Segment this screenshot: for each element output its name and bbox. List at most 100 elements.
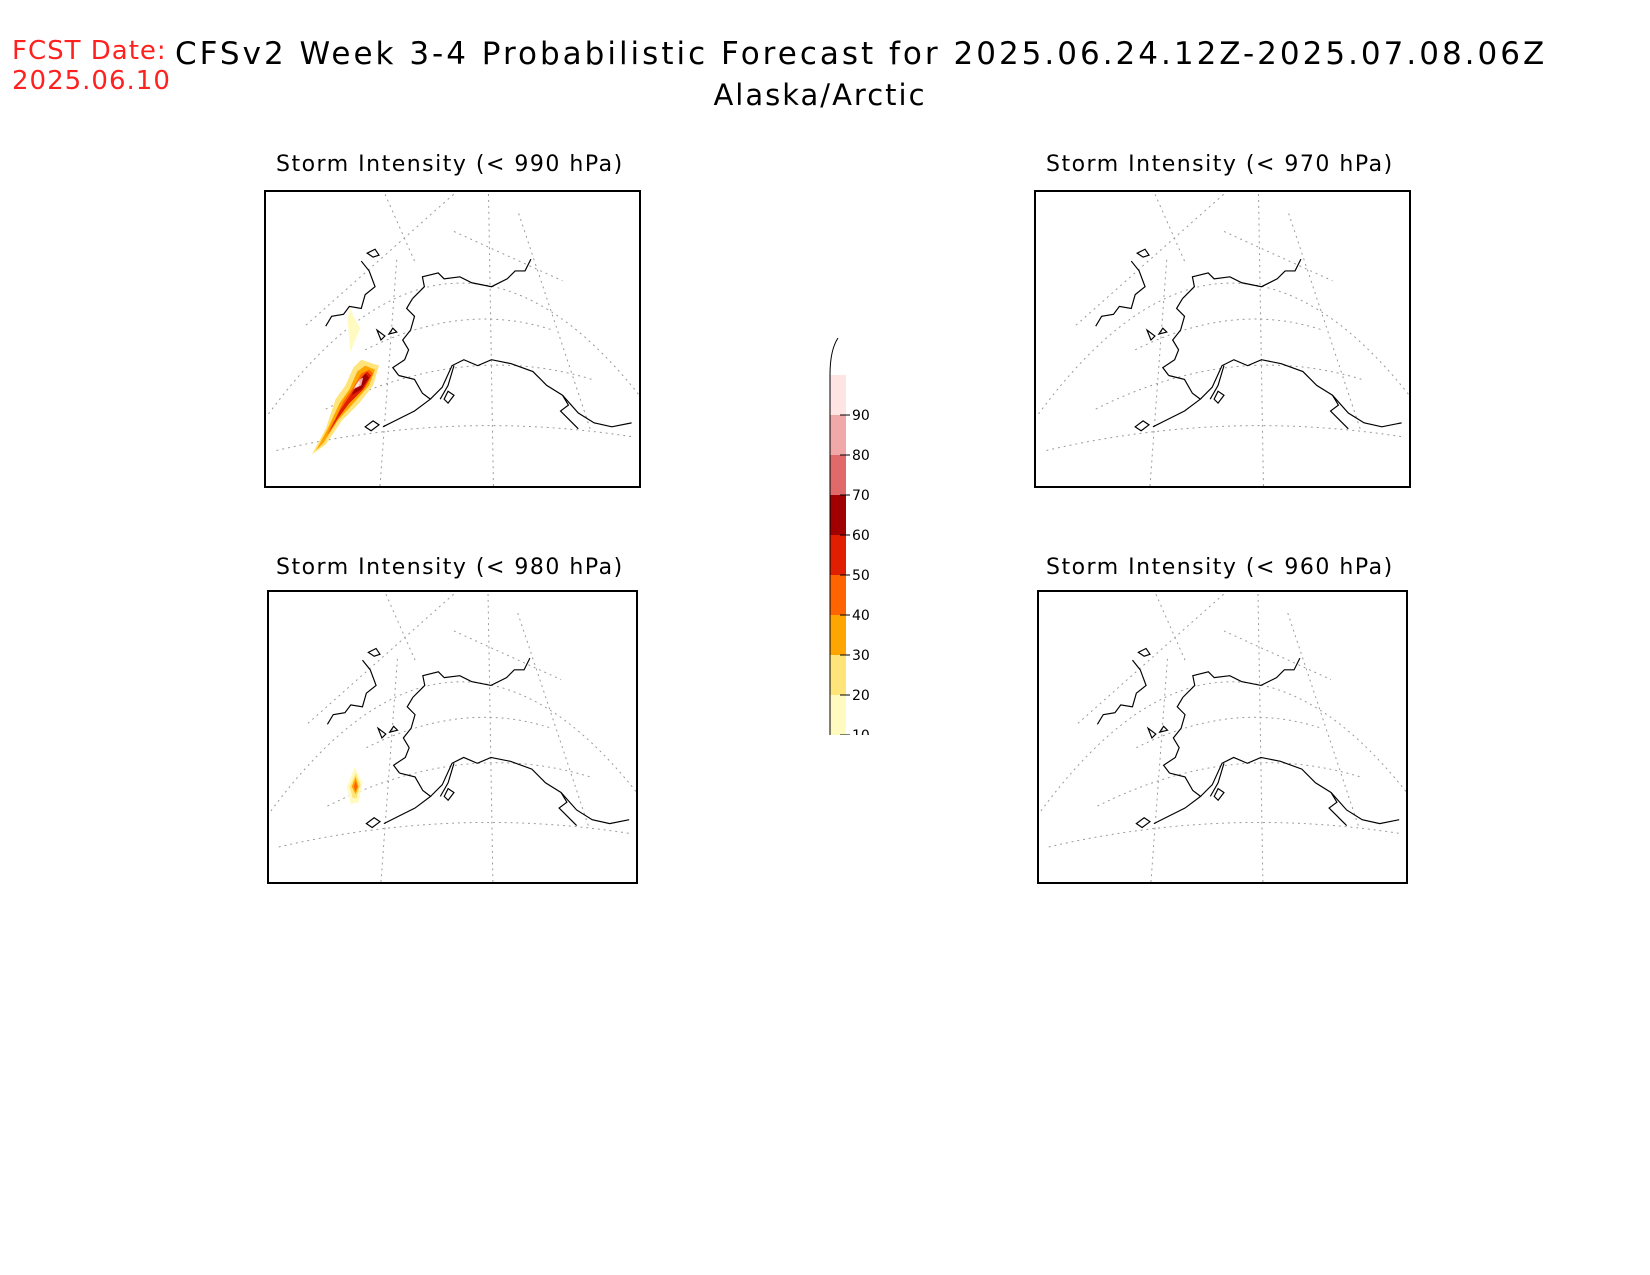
graticule-line <box>380 658 398 882</box>
colorbar-segment <box>830 655 846 695</box>
graticule <box>270 593 636 882</box>
graticule <box>1038 193 1409 486</box>
graticule-line <box>270 681 636 812</box>
coastline-segment <box>558 792 578 826</box>
coastline-segment <box>1209 365 1225 400</box>
coastline-segment <box>365 248 380 258</box>
colorbar-segment <box>830 415 846 455</box>
coastline-segment <box>1162 696 1186 774</box>
panel-title-960: Storm Intensity (< 960 hPa) <box>1046 555 1394 580</box>
forecast-date-label: FCST Date: <box>12 36 167 66</box>
colorbar-tick-label: 10 <box>852 728 870 735</box>
map-panel-990 <box>264 190 641 488</box>
coastline-segment <box>429 359 632 428</box>
graticule-line <box>1095 364 1363 410</box>
map-960 <box>1040 593 1406 882</box>
graticule <box>1040 593 1406 882</box>
colorbar-segment <box>830 695 846 735</box>
map-990 <box>268 193 639 486</box>
coastline-segment <box>364 420 381 432</box>
coastline-segment <box>1328 792 1348 826</box>
graticule-line <box>305 193 455 326</box>
coastline <box>1096 647 1400 829</box>
colorbar-tick-label: 50 <box>852 568 870 584</box>
coastline-segment <box>439 763 455 797</box>
probability-shading <box>346 767 363 805</box>
coastline-segment <box>1152 374 1202 428</box>
coastline-segment <box>1161 298 1186 376</box>
coastline-segment <box>1182 258 1302 299</box>
graticule-line <box>366 716 552 749</box>
coastline-segment <box>412 258 532 299</box>
panel-title-970: Storm Intensity (< 970 hPa) <box>1046 152 1394 177</box>
graticule-line <box>1223 630 1332 681</box>
graticule-line <box>1077 593 1225 724</box>
coastline-segment <box>1137 647 1151 657</box>
graticule-line <box>364 318 553 351</box>
forecast-date-value: 2025.06.10 <box>12 66 171 96</box>
graticule-line <box>1286 611 1359 826</box>
colorbar-segment <box>830 375 846 415</box>
graticule-line <box>1150 658 1168 882</box>
coastline-segment <box>1200 756 1400 825</box>
region-subtitle: Alaska/Arctic <box>713 78 927 112</box>
coastline-segment <box>1135 817 1151 829</box>
coastline-segment <box>325 260 376 327</box>
graticule-line <box>1149 259 1168 486</box>
graticule-line <box>1048 821 1400 848</box>
coastline-segment <box>1096 659 1147 725</box>
colorbar-tick-label: 70 <box>852 488 870 504</box>
graticule-line <box>278 821 630 848</box>
coastline-segment <box>1157 327 1168 336</box>
colorbar-segment <box>830 455 846 495</box>
graticule-line <box>1287 211 1361 429</box>
graticule-line <box>1136 716 1322 749</box>
coastline-segment <box>1135 248 1150 258</box>
colorbar-tick-label: 80 <box>852 448 870 464</box>
colorbar-tick-label: 40 <box>852 608 870 624</box>
panel-title-990: Storm Intensity (< 990 hPa) <box>276 152 624 177</box>
coastline-segment <box>1182 657 1301 698</box>
graticule-line <box>516 611 589 826</box>
probability-shading <box>311 308 379 455</box>
coastline-segment <box>375 328 386 342</box>
coastline-segment <box>1199 359 1402 428</box>
coastline-segment <box>392 696 416 774</box>
map-panel-980 <box>267 590 638 884</box>
coastline-segment <box>367 647 381 657</box>
colorbar-segment <box>830 535 846 575</box>
graticule-line <box>1134 318 1323 351</box>
map-panel-960 <box>1037 590 1408 884</box>
colorbar: 10 20 30 40 50 60 70 80 90 <box>826 335 886 774</box>
colorbar-svg: 10 20 30 40 50 60 70 80 90 <box>829 337 870 774</box>
graticule-line <box>1046 425 1402 451</box>
coastline-segment <box>365 817 381 829</box>
graticule-line <box>385 593 416 661</box>
panel-title-980: Storm Intensity (< 980 hPa) <box>276 555 624 580</box>
coastline-segment <box>1145 328 1156 342</box>
graticule-line <box>327 762 591 807</box>
graticule-line <box>1258 193 1264 486</box>
colorbar-tick-label: 90 <box>852 408 870 424</box>
coastline-segment <box>412 657 531 698</box>
colorbar-segment <box>830 575 846 615</box>
coastline-segment <box>1213 390 1225 405</box>
coastline-segment <box>376 726 387 740</box>
coastline-segment <box>391 298 416 376</box>
graticule-line <box>1040 681 1406 812</box>
coastline-segment <box>1153 772 1202 825</box>
coastline-segment <box>1095 260 1146 327</box>
coastline <box>1095 248 1402 432</box>
colorbar-segment <box>830 615 846 655</box>
colorbar-top-cap <box>829 337 839 376</box>
coastline-segment <box>388 725 399 734</box>
graticule-line <box>1075 193 1225 326</box>
graticule-line <box>488 193 494 486</box>
coastline-segment <box>443 787 455 802</box>
graticule-line <box>307 593 455 724</box>
map-980 <box>270 593 636 882</box>
graticule-line <box>517 211 591 429</box>
coastline-segment <box>1329 394 1349 430</box>
coastline-segment <box>1213 787 1225 802</box>
graticule-line <box>1154 193 1185 262</box>
